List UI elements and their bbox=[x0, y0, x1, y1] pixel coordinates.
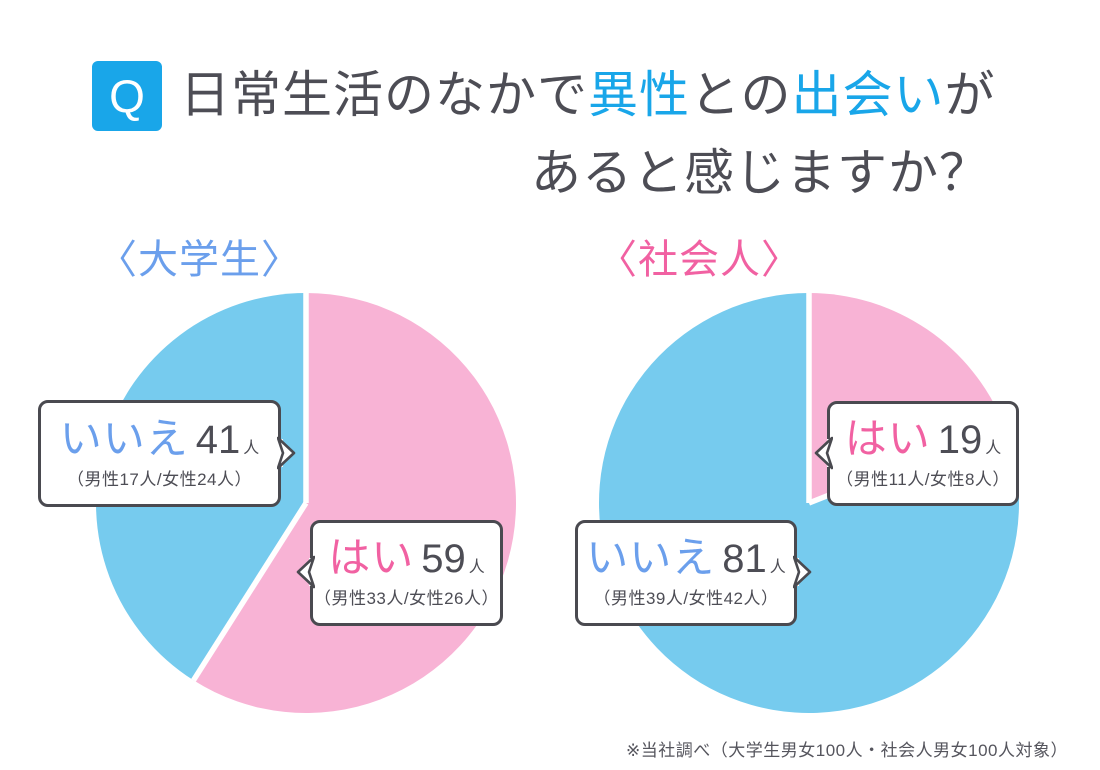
answer-label: はい bbox=[328, 534, 415, 581]
answer-unit: 人 bbox=[769, 559, 786, 576]
answer-unit: 人 bbox=[468, 559, 485, 576]
question-badge: Q bbox=[92, 61, 162, 131]
answer-breakdown: （男性39人/女性42人） bbox=[593, 589, 779, 608]
question-line2: あると感じますか？ bbox=[531, 145, 990, 201]
callout-students-yes: はい 59 人 （男性33人/女性26人） bbox=[310, 520, 503, 626]
callout-headline: いいえ 41 人 bbox=[59, 414, 260, 462]
answer-breakdown: （男性17人/女性24人） bbox=[66, 469, 253, 489]
answer-unit: 人 bbox=[985, 439, 1002, 457]
group-label-workers: 〈社会人〉 bbox=[597, 238, 802, 282]
answer-count: 19 bbox=[937, 417, 983, 462]
callout-headline: いいえ 81 人 bbox=[586, 534, 786, 581]
title-segment: 出会い bbox=[791, 67, 945, 123]
title-segment: 日常生活のなかで bbox=[180, 67, 588, 123]
answer-count: 59 bbox=[421, 537, 466, 581]
callout-pointer-left-icon bbox=[296, 555, 315, 589]
slice-divider bbox=[191, 501, 309, 682]
title-segment: との bbox=[690, 67, 792, 123]
source-footnote: ※当社調べ（大学生男女100人・社会人男女100人対象） bbox=[626, 741, 1068, 760]
callout-pointer-right-icon bbox=[277, 436, 296, 470]
callout-headline: はい 19 人 bbox=[844, 414, 1002, 462]
q-letter: Q bbox=[109, 70, 145, 122]
title-segment: が bbox=[944, 67, 996, 123]
callout-pointer-left-icon bbox=[814, 436, 833, 470]
callout-pointer-right-icon bbox=[793, 555, 812, 589]
title-segment: 異性 bbox=[588, 67, 690, 123]
question-title: 日常生活のなかで異性との出会いが あると感じますか？ bbox=[180, 56, 995, 212]
group-label-students: 〈大学生〉 bbox=[97, 238, 302, 282]
callout-students-no: いいえ 41 人 （男性17人/女性24人） bbox=[38, 400, 281, 507]
answer-label: いいえ bbox=[59, 414, 189, 462]
answer-label: はい bbox=[844, 414, 931, 462]
answer-breakdown: （男性33人/女性26人） bbox=[313, 589, 500, 608]
callout-workers-yes: はい 19 人 （男性11人/女性8人） bbox=[827, 401, 1019, 506]
callout-headline: はい 59 人 bbox=[328, 534, 485, 581]
answer-count: 81 bbox=[722, 537, 767, 581]
answer-count: 41 bbox=[195, 417, 241, 462]
answer-unit: 人 bbox=[243, 439, 260, 457]
question-line1: 日常生活のなかで異性との出会いが bbox=[180, 56, 995, 134]
answer-breakdown: （男性11人/女性8人） bbox=[836, 469, 1010, 489]
callout-workers-no: いいえ 81 人 （男性39人/女性42人） bbox=[575, 520, 797, 626]
answer-label: いいえ bbox=[586, 534, 716, 581]
